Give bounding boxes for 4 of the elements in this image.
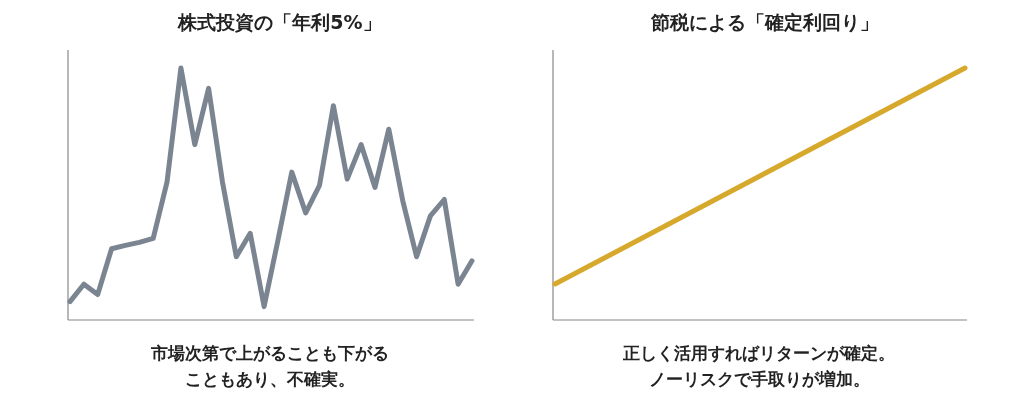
- text: 市場次第で上がることも下がることもあり、不確実。: [150, 342, 390, 391]
- chart-title: 節税による「確定利回り」: [650, 10, 880, 35]
- chart-title: 株式投資の「年利5%」: [176, 10, 383, 35]
- text: 正しく活用すればリターンが確定。ノーリスクで手取りが増加。: [622, 342, 896, 391]
